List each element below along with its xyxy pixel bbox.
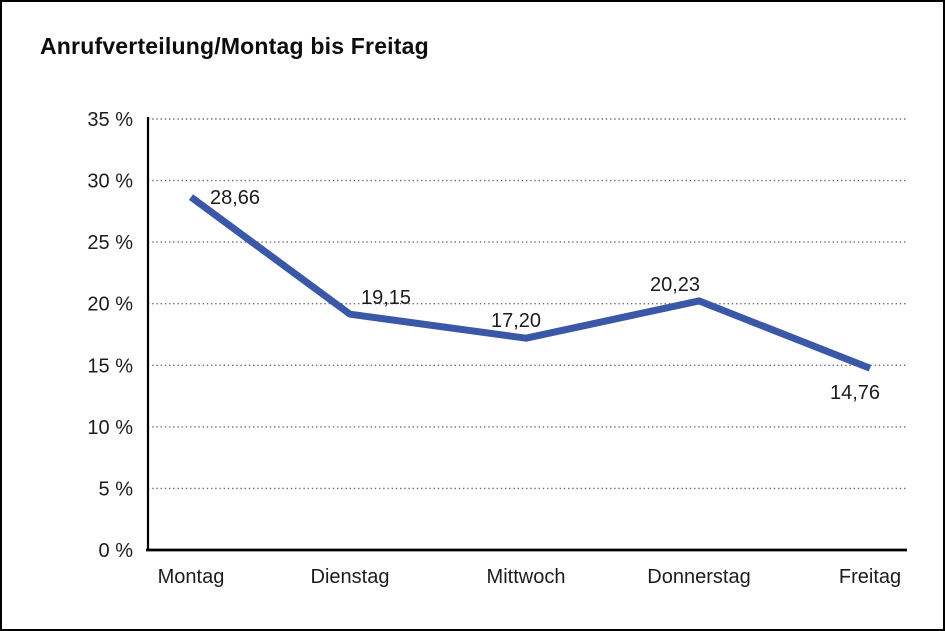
data-point-label: 20,23: [650, 274, 700, 296]
y-tick-label: 20 %: [87, 294, 133, 316]
x-category-label: Montag: [158, 566, 225, 588]
data-point-label: 28,66: [210, 187, 260, 209]
y-tick-label: 35 %: [87, 109, 133, 131]
y-tick-label: 30 %: [87, 171, 133, 193]
y-tick-label: 10 %: [87, 417, 133, 439]
data-series-line: [188, 194, 872, 372]
y-tick-label: 5 %: [99, 478, 134, 500]
data-point-label: 14,76: [830, 382, 880, 404]
y-tick-label: 25 %: [87, 232, 133, 254]
data-point-label: 19,15: [361, 287, 411, 309]
y-tick-label: 15 %: [87, 355, 133, 377]
x-category-label: Donnerstag: [647, 566, 750, 588]
x-category-label: Dienstag: [311, 566, 390, 588]
data-point-label: 17,20: [491, 310, 541, 332]
chart-title: Anrufverteilung/Montag bis Freitag: [40, 33, 429, 59]
x-category-label: Mittwoch: [487, 566, 566, 588]
y-tick-label: 0 %: [99, 540, 134, 562]
x-category-label: Freitag: [839, 566, 901, 588]
